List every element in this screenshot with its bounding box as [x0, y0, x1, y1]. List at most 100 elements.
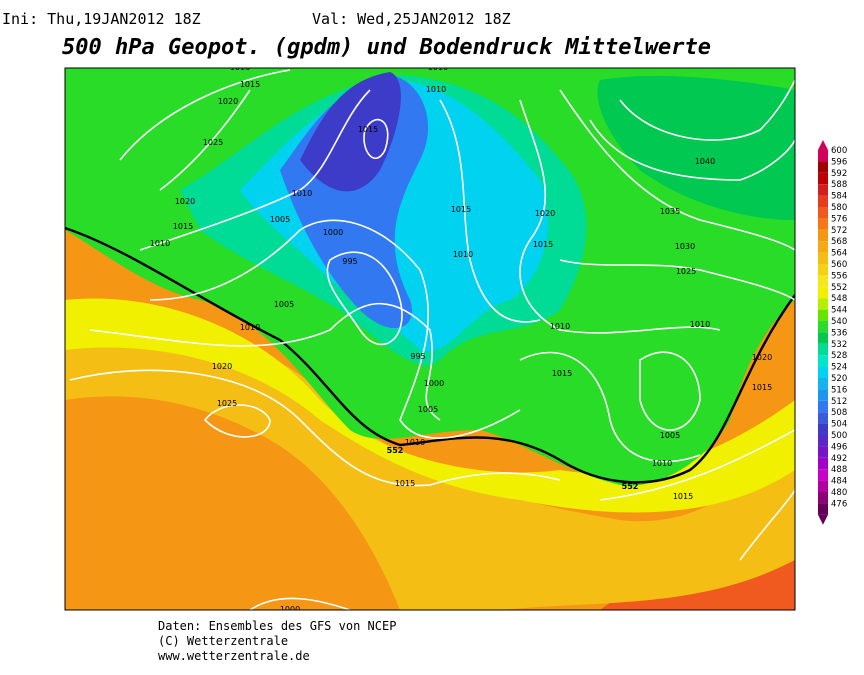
colorbar-swatch	[818, 412, 828, 424]
contour-label: 1035	[660, 207, 680, 216]
colorbar-label: 560	[831, 260, 847, 270]
contour-labels: 1010101510201025102010151010101010101015…	[150, 68, 772, 614]
colorbar-label: 492	[831, 454, 847, 464]
colorbar-label: 600	[831, 146, 847, 156]
colorbar-label: 496	[831, 442, 847, 452]
contour-label: 1025	[676, 267, 696, 276]
contour-label: 995	[410, 352, 425, 361]
colorbar-swatch	[818, 366, 828, 378]
colorbar-swatch	[818, 264, 828, 276]
colorbar-label: 544	[831, 306, 847, 316]
colorbar-swatch	[818, 332, 828, 344]
colorbar-swatch	[818, 446, 828, 458]
map-title: 500 hPa Geopot. (gpdm) und Bodendruck Mi…	[62, 35, 711, 60]
contour-label: 1010	[453, 250, 473, 259]
colorbar-swatch	[818, 321, 828, 333]
colorbar-swatch	[818, 343, 828, 356]
contour-label: 1005	[270, 215, 290, 224]
contour-label: 1010	[690, 320, 710, 329]
contour-label: 1005	[274, 300, 294, 309]
colorbar-swatch	[818, 229, 828, 242]
colorbar-swatch	[818, 184, 828, 196]
colorbar-swatch	[818, 161, 828, 173]
contour-label: 1015	[451, 205, 471, 214]
contour-label: 1015	[552, 369, 572, 378]
colorbar-bottom-cap	[818, 514, 828, 525]
contour-label: 552	[622, 482, 639, 491]
isobars	[69, 69, 795, 610]
colorbar-label: 508	[831, 408, 847, 418]
colorbar-label: 516	[831, 385, 847, 395]
colorbar-swatch	[818, 378, 828, 390]
colorbar-swatch	[818, 492, 828, 504]
contour-label: 1000	[424, 379, 444, 388]
contour-label: 1025	[203, 138, 223, 147]
contour-label: 1020	[212, 362, 232, 371]
colorbar-swatch	[818, 469, 828, 481]
colorbar-swatch	[818, 423, 828, 435]
contour-label: 1010	[150, 239, 170, 248]
init-time: Ini: Thu,19JAN2012 18Z	[2, 10, 201, 28]
colorbar-label: 520	[831, 374, 847, 384]
contour-label: 1025	[217, 399, 237, 408]
contour-label: 552	[387, 446, 404, 455]
colorbar-label: 532	[831, 340, 847, 350]
footer-line: (C) Wetterzentrale	[158, 634, 288, 648]
colorbar-swatch	[818, 435, 828, 447]
colorbar-swatch	[818, 172, 828, 185]
contour-label: 1005	[418, 405, 438, 414]
contour-label: 1000	[323, 228, 343, 237]
colorbar-label: 568	[831, 237, 847, 247]
colorbar-label: 596	[831, 157, 847, 167]
colorbar-label: 528	[831, 351, 847, 361]
colorbar-swatch	[818, 286, 828, 299]
colorbar-label: 552	[831, 283, 847, 293]
colorbar-label: 576	[831, 214, 847, 224]
footer-line: Daten: Ensembles des GFS von NCEP	[158, 619, 396, 633]
colorbar-label: 476	[831, 499, 847, 509]
colorbar: 6005965925885845805765725685645605565525…	[818, 140, 847, 525]
footer-line: www.wetterzentrale.de	[158, 649, 310, 663]
colorbar-swatch	[818, 252, 828, 264]
contour-label: 1005	[660, 431, 680, 440]
contour-label: 1000	[280, 605, 300, 614]
contour-label: 1010	[550, 322, 570, 331]
colorbar-label: 480	[831, 488, 847, 498]
colorbar-label: 484	[831, 477, 847, 487]
contour-label: 1015	[173, 222, 193, 231]
field-536	[597, 75, 795, 220]
colorbar-swatch	[818, 275, 828, 287]
field-552	[65, 298, 795, 513]
contour-label: 1010	[405, 438, 425, 447]
contour-label: 1015	[395, 479, 415, 488]
contour-label: 1030	[675, 242, 695, 251]
colorbar-label: 524	[831, 363, 847, 373]
contour-label: 1015	[358, 125, 378, 134]
contour-label: 1020	[175, 197, 195, 206]
colorbar-label: 548	[831, 294, 847, 304]
colorbar-label: 556	[831, 271, 847, 281]
colorbar-swatch	[818, 355, 828, 367]
colorbar-swatch	[818, 480, 828, 492]
contour-label: 1010	[426, 85, 446, 94]
colorbar-swatch	[818, 207, 828, 219]
colorbar-label: 488	[831, 465, 847, 475]
colorbar-swatch	[818, 150, 828, 162]
valid-time: Val: Wed,25JAN2012 18Z	[312, 10, 511, 28]
colorbar-label: 592	[831, 169, 847, 179]
contour-label: 1020	[218, 97, 238, 106]
colorbar-label: 588	[831, 180, 847, 190]
colorbar-label: 584	[831, 192, 847, 202]
contour-label: 1020	[752, 353, 772, 362]
map-field: 1010101510201025102010151010101010101015…	[65, 68, 795, 614]
colorbar-swatch	[818, 389, 828, 401]
colorbar-label: 504	[831, 420, 847, 430]
contour-label: 1015	[752, 383, 772, 392]
colorbar-top-cap	[818, 140, 828, 150]
isoline-552	[65, 226, 795, 484]
contour-label: 1015	[673, 492, 693, 501]
colorbar-label: 500	[831, 431, 847, 441]
colorbar-swatch	[818, 457, 828, 470]
contour-label: 1015	[240, 80, 260, 89]
